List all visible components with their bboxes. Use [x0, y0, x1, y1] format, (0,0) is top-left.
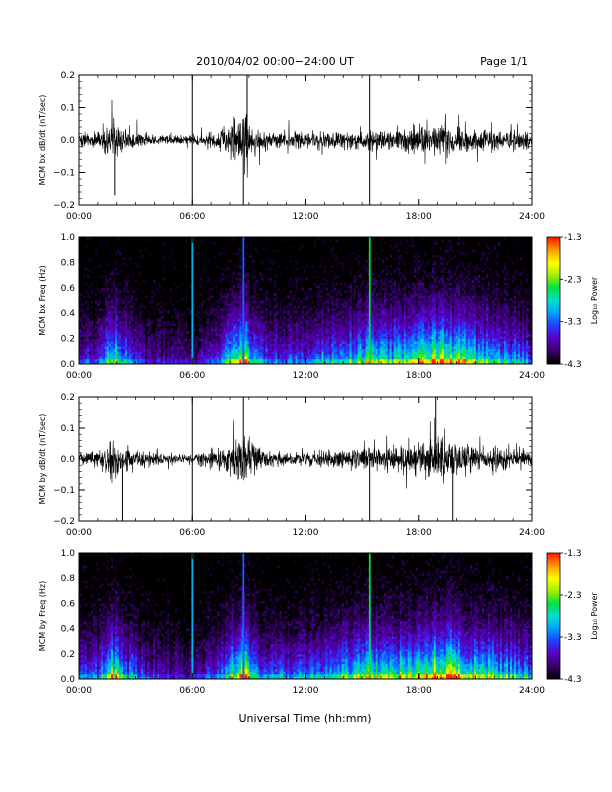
- y-tick-label: 0.8: [61, 258, 76, 268]
- figure-title: 2010/04/02 00:00−24:00 UT: [196, 55, 354, 68]
- x-tick-label: 06:00: [179, 212, 205, 222]
- x-tick-label: 06:00: [179, 371, 205, 381]
- spectral-line: [368, 237, 371, 364]
- y-tick-label: 1.0: [61, 549, 76, 559]
- bx-spectrogram-panel: 00:00 06:00 12:00 18:00 24:00 1.0 0.8 0.6 0.4 0.2…: [38, 233, 545, 381]
- y-tick-label: 0.2: [61, 71, 75, 81]
- y-tick-label: 0.6: [61, 599, 76, 609]
- y-tick-label: −0.1: [53, 486, 75, 496]
- x-tick-label: 12:00: [293, 686, 319, 696]
- by-dbdt-panel: 00:00 06:00 12:00 18:00 24:00 0.2 0.1 0.0 −0.1 −0…: [38, 393, 545, 538]
- by-colorbar: -1.3 -2.3 -3.3 -4.3 Log₁₀ Power: [546, 549, 599, 685]
- y-tick-label: 0.0: [61, 136, 76, 146]
- x-tick-label: 12:00: [293, 212, 319, 222]
- y-axis-label: MCM by dB/dt (nT/sec): [38, 414, 47, 505]
- y-axis-label: MCM bx Freq (Hz): [38, 265, 47, 335]
- x-tick-label: 18:00: [406, 212, 432, 222]
- colorbar-tick-label: -2.3: [564, 275, 582, 285]
- bx-colorbar: -1.3 -2.3 -3.3 -4.3 Log₁₀ Power: [546, 233, 599, 370]
- spectral-line: [191, 237, 194, 364]
- x-tick-label: 06:00: [179, 528, 205, 538]
- colorbar-label: Log₁₀ Power: [590, 592, 599, 640]
- y-tick-label: 0.8: [61, 574, 76, 584]
- y-tick-label: 1.0: [61, 233, 76, 243]
- x-tick-label: 18:00: [406, 528, 432, 538]
- dbdt-trace: [79, 417, 532, 489]
- x-tick-label: 00:00: [66, 371, 92, 381]
- colorbar-tick-label: -4.3: [564, 360, 582, 370]
- y-tick-label: 0.2: [61, 393, 75, 403]
- y-tick-label: 0.1: [61, 424, 75, 434]
- spectral-line: [191, 553, 194, 679]
- y-tick-label: 0.0: [61, 675, 76, 685]
- colorbar-tick-label: -1.3: [564, 233, 582, 243]
- x-tick-label: 00:00: [66, 686, 92, 696]
- x-tick-label: 24:00: [519, 686, 545, 696]
- y-tick-label: −0.2: [53, 201, 75, 211]
- x-axis-label: Universal Time (hh:mm): [239, 712, 372, 725]
- x-tick-label: 24:00: [519, 212, 545, 222]
- y-tick-label: 0.2: [61, 335, 75, 345]
- x-tick-label: 18:00: [406, 686, 432, 696]
- y-axis-label: MCM bx dB/dt (nT/sec): [38, 95, 47, 186]
- y-axis-label: MCM by Freq (Hz): [38, 581, 47, 651]
- spectral-line: [242, 553, 245, 679]
- colorbar-tick-label: -2.3: [564, 591, 582, 601]
- bx-dbdt-panel: 00:00 06:00 12:00 18:00 24:00 0.2 0.1 0.0 −0.1 −0…: [38, 71, 545, 222]
- colorbar-tick-label: -4.3: [564, 675, 582, 685]
- x-tick-label: 12:00: [293, 528, 319, 538]
- spectrogram-cells: [79, 553, 533, 680]
- colorbar-tick-label: -3.3: [564, 633, 582, 643]
- y-tick-label: 0.4: [61, 625, 76, 635]
- x-tick-label: 24:00: [519, 528, 545, 538]
- dbdt-trace: [79, 99, 532, 178]
- colorbar-frame: [546, 552, 561, 680]
- colorbar-tick-label: -3.3: [564, 318, 582, 328]
- spectral-line: [242, 237, 245, 364]
- x-tick-label: 24:00: [519, 371, 545, 381]
- x-tick-label: 06:00: [179, 686, 205, 696]
- x-tick-label: 00:00: [66, 212, 92, 222]
- y-tick-label: 0.1: [61, 104, 75, 114]
- y-tick-label: 0.2: [61, 650, 75, 660]
- colorbar-label: Log₁₀ Power: [590, 276, 599, 324]
- x-tick-label: 12:00: [293, 371, 319, 381]
- colorbar-frame: [546, 236, 561, 365]
- y-tick-label: 0.4: [61, 309, 76, 319]
- x-tick-label: 18:00: [406, 371, 432, 381]
- by-spectrogram-panel: 00:00 06:00 12:00 18:00 24:00 1.0 0.8 0.6 0.4 0.2…: [38, 549, 545, 696]
- y-tick-label: −0.1: [53, 169, 75, 179]
- page-indicator: Page 1/1: [480, 55, 528, 68]
- colorbar-tick-label: -1.3: [564, 549, 582, 559]
- y-tick-label: 0.0: [61, 455, 76, 465]
- y-tick-label: 0.0: [61, 360, 76, 370]
- spectrogram-cells: [79, 237, 533, 365]
- spectral-line: [368, 553, 371, 679]
- y-tick-label: 0.6: [61, 284, 76, 294]
- x-tick-label: 00:00: [66, 528, 92, 538]
- y-tick-label: −0.2: [53, 517, 75, 527]
